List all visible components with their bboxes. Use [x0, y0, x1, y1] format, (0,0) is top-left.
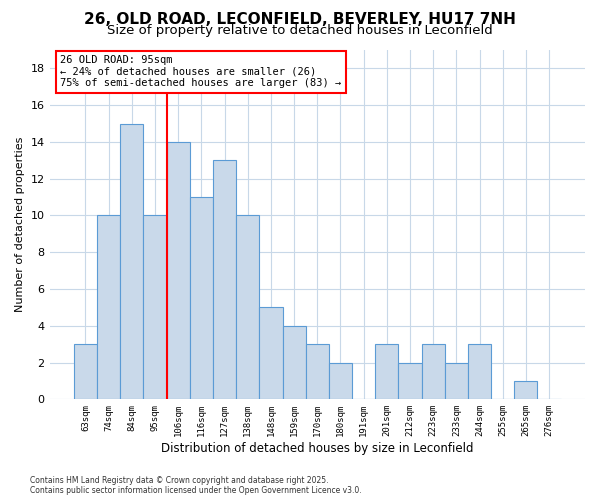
Bar	[236, 216, 259, 400]
Bar	[97, 216, 120, 400]
Bar	[190, 197, 213, 400]
Bar	[259, 308, 283, 400]
Bar	[445, 362, 468, 400]
Bar	[213, 160, 236, 400]
Bar	[398, 362, 422, 400]
Bar	[74, 344, 97, 400]
Bar	[514, 381, 538, 400]
X-axis label: Distribution of detached houses by size in Leconfield: Distribution of detached houses by size …	[161, 442, 473, 455]
Text: 26 OLD ROAD: 95sqm
← 24% of detached houses are smaller (26)
75% of semi-detache: 26 OLD ROAD: 95sqm ← 24% of detached hou…	[60, 55, 341, 88]
Bar	[143, 216, 167, 400]
Bar	[283, 326, 305, 400]
Bar	[305, 344, 329, 400]
Bar	[120, 124, 143, 400]
Text: Contains HM Land Registry data © Crown copyright and database right 2025.
Contai: Contains HM Land Registry data © Crown c…	[30, 476, 362, 495]
Text: Size of property relative to detached houses in Leconfield: Size of property relative to detached ho…	[107, 24, 493, 37]
Text: 26, OLD ROAD, LECONFIELD, BEVERLEY, HU17 7NH: 26, OLD ROAD, LECONFIELD, BEVERLEY, HU17…	[84, 12, 516, 28]
Bar	[167, 142, 190, 400]
Bar	[375, 344, 398, 400]
Bar	[468, 344, 491, 400]
Y-axis label: Number of detached properties: Number of detached properties	[15, 137, 25, 312]
Bar	[422, 344, 445, 400]
Bar	[329, 362, 352, 400]
